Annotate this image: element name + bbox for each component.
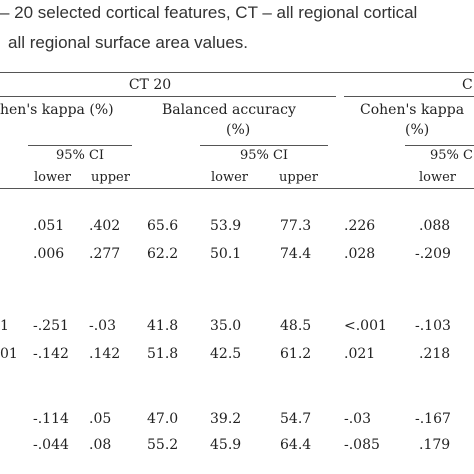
cell-ba-upper: 54.7	[280, 411, 312, 427]
cell-balanced-accuracy: 65.6	[147, 218, 179, 234]
cell-kappa-upper: .277	[89, 246, 121, 262]
cell-balanced-accuracy: 55.2	[147, 437, 179, 453]
cell-kappa-upper: .05	[89, 411, 112, 427]
subheader-upper: upper	[91, 170, 130, 185]
cell-ba-lower: 42.5	[210, 346, 242, 362]
cell-kappa2-lower: .218	[419, 346, 451, 362]
header-bottom-rule	[0, 188, 474, 189]
subheader-upper: upper	[279, 170, 318, 185]
ba-ci-rule	[200, 145, 328, 146]
cell-kappa2: .028	[344, 246, 376, 262]
cell-kappa2: -.03	[344, 411, 371, 427]
top-rule	[0, 72, 474, 73]
cell-balanced-accuracy: 41.8	[147, 318, 179, 334]
cell-kappa-upper: .402	[89, 218, 121, 234]
ci-header-kappa: 95% CI	[55, 148, 105, 163]
cell-kappa-lower: -.044	[33, 437, 69, 453]
cell-kappa-lower: -.251	[33, 318, 69, 334]
cell-balanced-accuracy: 51.8	[147, 346, 179, 362]
ct-group-rule	[344, 96, 474, 97]
column-header-balanced-accuracy-unit: (%)	[226, 122, 251, 138]
ct20-group-rule	[0, 96, 336, 97]
cell-kappa-lower: -.114	[33, 411, 69, 427]
cell-kappa-lower: .006	[33, 246, 65, 262]
cell-ba-lower: 35.0	[210, 318, 242, 334]
subheader-lower: lower	[211, 170, 249, 185]
cell-kappa2-lower: -.167	[415, 411, 451, 427]
cell-kappa-upper: .142	[89, 346, 121, 362]
cell-balanced-accuracy: 47.0	[147, 411, 179, 427]
group-header-ct: C	[462, 77, 473, 93]
column-header-balanced-accuracy: Balanced accuracy	[162, 102, 296, 118]
kappa-ci-rule	[28, 145, 132, 146]
cell-row-stub: 1	[0, 318, 9, 334]
subheader-lower: lower	[34, 170, 72, 185]
column-header-kappa-right-unit: (%)	[405, 122, 430, 138]
cell-kappa2: <.001	[344, 318, 387, 334]
cell-kappa2-lower: .179	[419, 437, 451, 453]
subheader-lower: lower	[419, 170, 457, 185]
cell-kappa2-lower: -.209	[415, 246, 451, 262]
cell-ba-lower: 39.2	[210, 411, 242, 427]
cell-ba-lower: 45.9	[210, 437, 242, 453]
cell-balanced-accuracy: 62.2	[147, 246, 179, 262]
caption-line-2: all regional surface area values.	[8, 33, 249, 52]
ci-header-balanced-accuracy: 95% CI	[239, 148, 289, 163]
cell-kappa-lower: -.142	[33, 346, 69, 362]
cell-row-stub: 01	[0, 346, 18, 362]
column-header-kappa-right: Cohen's kappa	[360, 102, 465, 118]
cell-kappa2: -.085	[344, 437, 380, 453]
cell-kappa2: .021	[344, 346, 376, 362]
cell-ba-upper: 77.3	[280, 218, 312, 234]
cell-ba-lower: 53.9	[210, 218, 242, 234]
column-header-kappa: hen's kappa (%)	[0, 102, 114, 118]
cell-kappa-upper: -.03	[89, 318, 116, 334]
cell-kappa-lower: .051	[33, 218, 65, 234]
ci-header-kappa-right: 95% C	[430, 148, 473, 163]
cell-kappa2-lower: .088	[419, 218, 451, 234]
cell-ba-upper: 64.4	[280, 437, 312, 453]
cell-kappa2-lower: -.103	[415, 318, 451, 334]
group-header-ct20: CT 20	[128, 77, 172, 93]
cell-kappa2: .226	[344, 218, 376, 234]
caption-line-1: – 20 selected cortical features, CT – al…	[0, 3, 418, 22]
cell-ba-lower: 50.1	[210, 246, 242, 262]
cell-ba-upper: 74.4	[280, 246, 312, 262]
cell-ba-upper: 61.2	[280, 346, 312, 362]
kappa2-ci-rule	[405, 145, 474, 146]
cell-kappa-upper: .08	[89, 437, 112, 453]
cell-ba-upper: 48.5	[280, 318, 312, 334]
